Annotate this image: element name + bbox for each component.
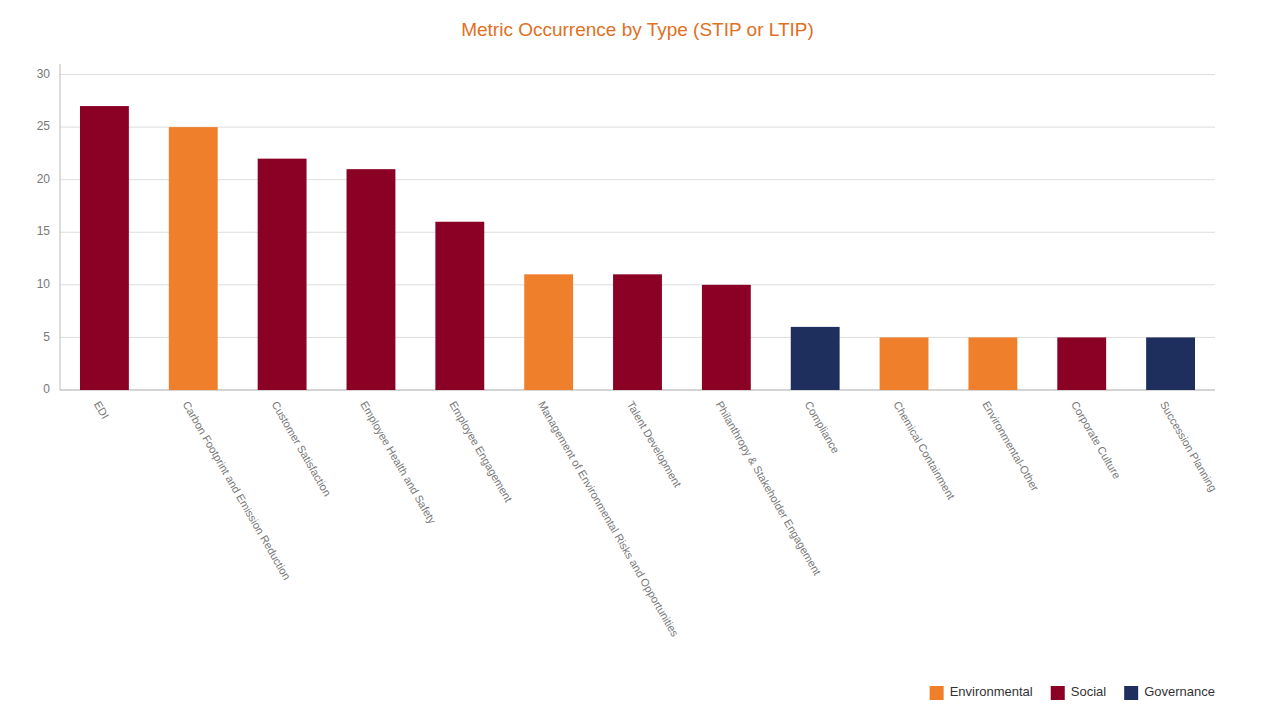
grid-line (60, 74, 1215, 75)
bar (524, 274, 573, 390)
y-tick-label: 0 (43, 382, 50, 396)
bar (347, 169, 396, 390)
x-tick-label: Succession Planning (1158, 399, 1219, 493)
y-tick-label: 5 (43, 330, 50, 344)
bar (435, 222, 484, 390)
title: Metric Occurrence by Type (STIP or LTIP) (461, 19, 814, 40)
x-tick-label: Philanthropy & Stakeholder Engagement (714, 399, 824, 577)
legend-swatch (1051, 686, 1065, 700)
bars (80, 106, 1195, 390)
x-tick-label: Customer Satisfaction (269, 399, 333, 498)
bar (258, 159, 307, 390)
bar (169, 127, 218, 390)
legend-swatch (1124, 686, 1138, 700)
background (0, 0, 1285, 715)
x-tick-label: Employee Engagement (447, 399, 515, 504)
x-tick-label: Chemical Containment (891, 399, 957, 501)
grid-line (60, 179, 1215, 180)
bar (80, 106, 129, 390)
x-tick-label: Employee Health and Safety (358, 399, 438, 526)
bar (1057, 337, 1106, 390)
legend-swatch (930, 686, 944, 700)
grid-line (60, 127, 1215, 128)
x-tick-label: Carbon Footprint and Emission Reduction (181, 399, 294, 582)
legend-label: Governance (1144, 684, 1215, 699)
grid-line (60, 232, 1215, 233)
y-tick-label: 10 (37, 277, 51, 291)
legend-label: Social (1071, 684, 1107, 699)
y-tick-label: 20 (37, 172, 51, 186)
bar (968, 337, 1017, 390)
bar (791, 327, 840, 390)
legend-label: Environmental (950, 684, 1033, 699)
x-tick-label: Compliance (803, 399, 842, 455)
x-tick-label: EDI (92, 399, 112, 421)
x-tick-label: Corporate Culture (1069, 399, 1123, 481)
x-tick-label: Management of Environmental Risks and Op… (536, 399, 681, 639)
bar (702, 285, 751, 390)
y-tick-label: 25 (37, 119, 51, 133)
x-tick-label: Environmental-Other (980, 399, 1041, 493)
y-axis-line (60, 64, 61, 390)
chart: Metric Occurrence by Type (STIP or LTIP)… (0, 0, 1285, 715)
y-tick-label: 15 (37, 224, 51, 238)
x-tick-label: Talent Development (625, 399, 684, 489)
y-tick-label: 30 (37, 67, 51, 81)
bar (880, 337, 929, 390)
bar (613, 274, 662, 390)
bar (1146, 337, 1195, 390)
